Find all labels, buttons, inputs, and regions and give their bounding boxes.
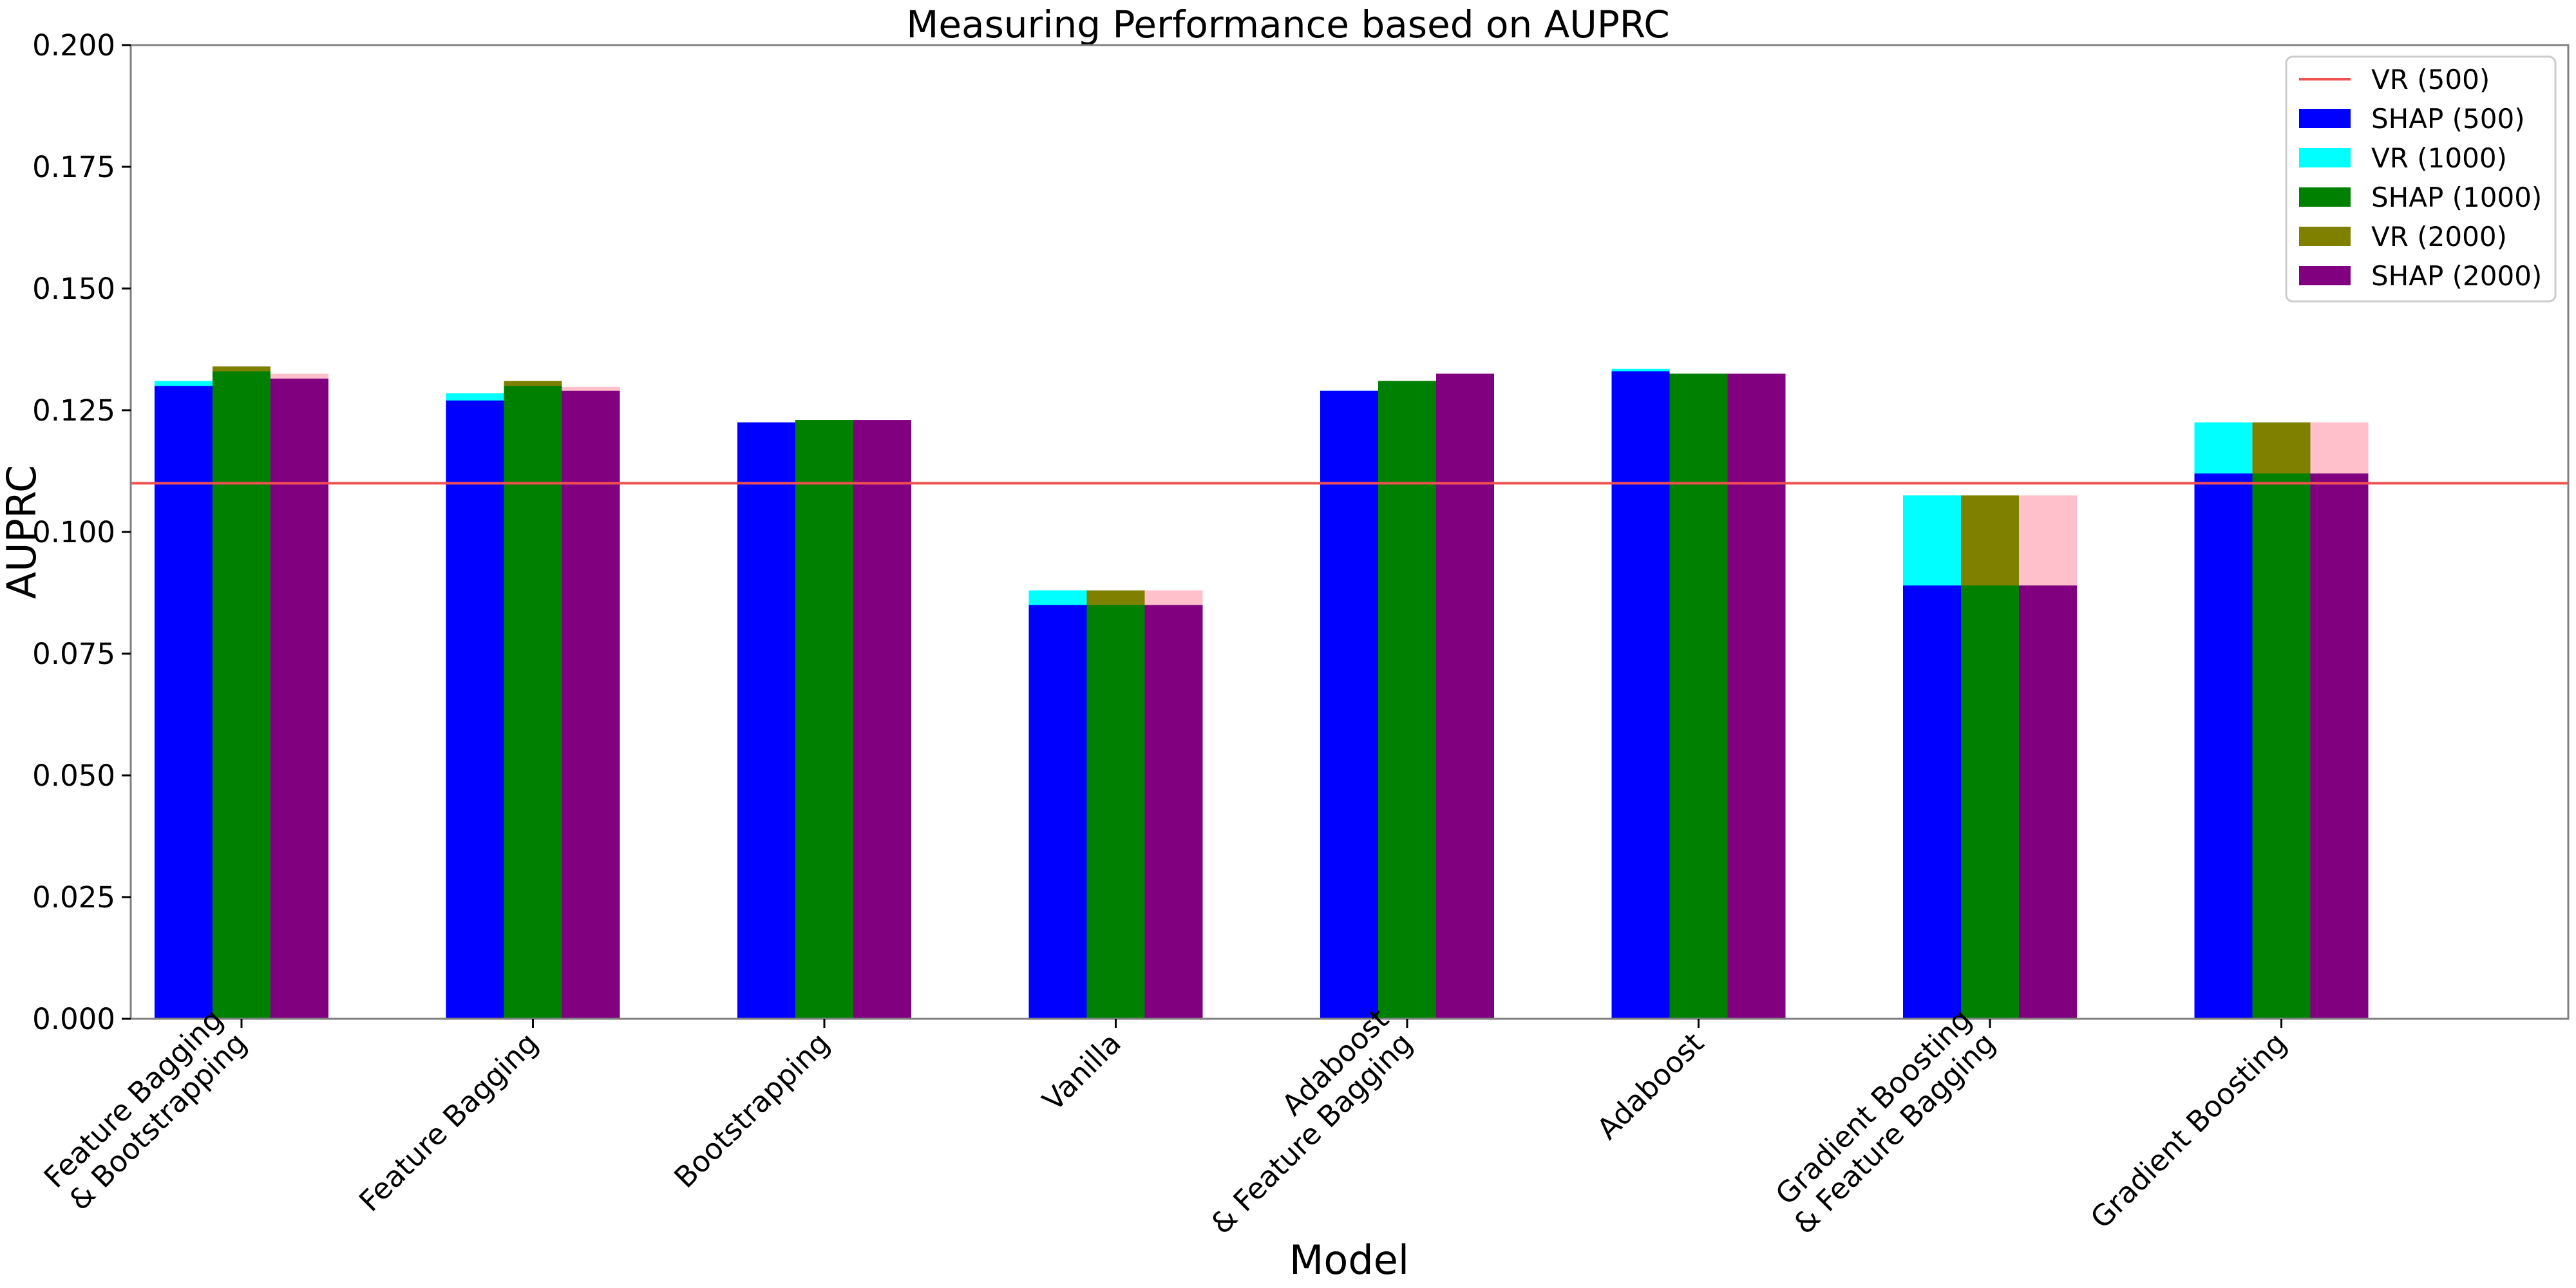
bar-shap-1-7 (2252, 473, 2311, 1019)
y-tick-label: 0.125 (32, 393, 115, 428)
y-tick-label: 0.050 (32, 759, 115, 793)
y-tick-label: 0.075 (32, 637, 115, 671)
x-tick-label-group: Adaboost& Feature Bagging (1204, 1002, 1419, 1241)
chart-title: Measuring Performance based on AUPRC (906, 3, 1669, 46)
legend-label: VR (2000) (2371, 221, 2507, 252)
bar-shap-0-5 (1611, 371, 1670, 1019)
bar-shap-2-4 (1436, 374, 1494, 1019)
legend-label: SHAP (1000) (2371, 182, 2542, 213)
bar-shap-0-1 (446, 400, 504, 1019)
y-axis: 0.000 0.025 0.050 0.075 0.100 0.125 0.150 0.175… (32, 28, 131, 1036)
legend-box (2285, 55, 2557, 303)
x-tick-label: Vanilla (1036, 1026, 1127, 1117)
bars-layer (155, 366, 2369, 1019)
bar-shap-1-0 (213, 371, 270, 1019)
bar-shap-1-2 (795, 420, 853, 1019)
bar-shap-1-1 (504, 386, 562, 1019)
legend-patch-swatch (2299, 109, 2351, 128)
bar-shap-0-3 (1028, 605, 1087, 1019)
x-tick-label: Bootstrapping (667, 1026, 836, 1195)
bar-shap-2-5 (1727, 374, 1786, 1019)
bar-shap-0-4 (1320, 390, 1378, 1019)
bar-shap-2-3 (1144, 605, 1203, 1019)
bar-shap-2-0 (270, 378, 328, 1019)
x-tick-label-group: Feature Bagging (352, 1026, 545, 1218)
y-tick-label: 0.200 (32, 28, 115, 62)
y-axis-label: AUPRC (0, 465, 45, 599)
legend-label: SHAP (500) (2371, 103, 2525, 135)
x-axis-label: Model (1289, 1236, 1409, 1283)
bar-shap-2-7 (2310, 473, 2369, 1019)
bar-shap-1-4 (1378, 381, 1436, 1019)
bar-shap-0-7 (2194, 473, 2253, 1019)
y-tick-label: 0.000 (32, 1002, 115, 1036)
bar-shap-2-6 (2019, 585, 2077, 1019)
x-tick-label: Gradient Boosting (2084, 1026, 2293, 1235)
bar-shap-1-6 (1961, 585, 2019, 1019)
x-tick-label-group: Gradient Boosting (2084, 1026, 2293, 1235)
y-tick-label: 0.025 (32, 880, 115, 914)
y-tick-label: 0.100 (32, 515, 115, 549)
legend-patch-swatch (2299, 266, 2351, 285)
bar-shap-0-0 (155, 386, 213, 1019)
legend-label: VR (1000) (2371, 142, 2507, 174)
x-tick-label-group: Bootstrapping (667, 1026, 836, 1195)
x-tick-label: Gradient Boosting (1769, 1002, 1978, 1211)
x-tick-label-group: Adaboost (1590, 1026, 1710, 1146)
x-tick-label-group: Vanilla (1036, 1026, 1127, 1117)
x-tick-label: Feature Bagging (352, 1026, 545, 1218)
legend: VR (500) SHAP (500) VR (1000) SHAP (1000) VR… (2285, 55, 2557, 303)
legend-label: SHAP (2000) (2371, 260, 2542, 292)
x-tick-label: Adaboost (1590, 1026, 1710, 1146)
y-tick-label: 0.175 (32, 150, 115, 184)
legend-patch-swatch (2299, 227, 2351, 246)
y-tick-label: 0.150 (32, 272, 115, 306)
bar-shap-1-5 (1669, 374, 1728, 1019)
x-tick-label: & Feature Bagging (1787, 1026, 2002, 1241)
legend-patch-swatch (2299, 148, 2351, 167)
x-tick-label: & Feature Bagging (1204, 1026, 1419, 1241)
bar-shap-2-1 (562, 390, 620, 1019)
legend-label: VR (500) (2371, 64, 2490, 95)
bar-shap-1-3 (1086, 605, 1145, 1019)
bar-shap-0-2 (737, 422, 795, 1019)
legend-patch-swatch (2299, 187, 2351, 207)
x-tick-label-group: Gradient Boosting& Feature Bagging (1769, 1002, 2002, 1241)
bar-shap-2-2 (853, 420, 911, 1019)
x-axis: Feature Bagging& Bootstrapping Feature Ba… (37, 1002, 2293, 1240)
bar-shap-0-6 (1903, 585, 1961, 1019)
